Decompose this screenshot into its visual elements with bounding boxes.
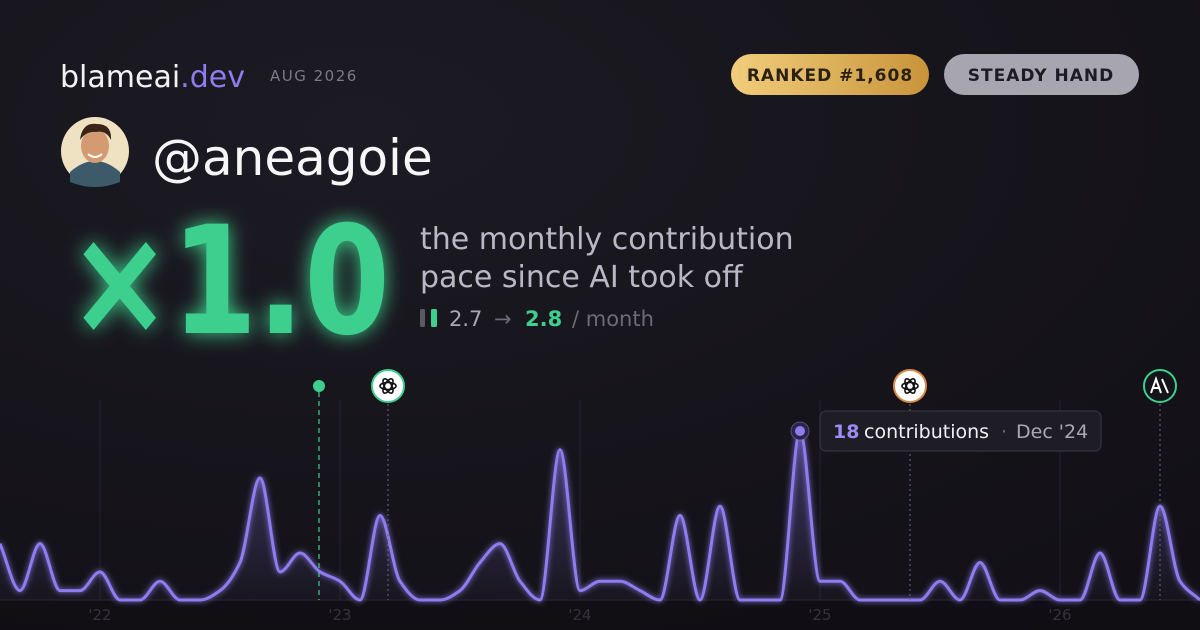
peak-point	[795, 426, 805, 436]
tooltip: 18 contributions · Dec '24	[819, 410, 1102, 452]
style-badge	[944, 54, 1139, 95]
period: AUG 2026	[270, 67, 358, 85]
description-line: pace since AI took off	[420, 260, 744, 295]
chart: '22'23'24'25'26	[0, 400, 1200, 630]
event-dot	[313, 380, 325, 392]
handle: @aneagoie	[152, 129, 433, 187]
description-line: the monthly contribution	[420, 222, 794, 257]
multiplier: ×1.0	[68, 195, 390, 369]
event-icon	[893, 369, 927, 403]
brand: blameai.dev	[60, 60, 245, 95]
event-icon	[371, 369, 405, 403]
rank-text: RANKED #1,608	[747, 66, 913, 86]
tooltip-separator: ·	[1001, 421, 1007, 443]
tooltip-label: contributions	[864, 421, 989, 443]
arrow: →	[494, 307, 512, 331]
avatar	[61, 117, 129, 187]
rank-badge	[731, 54, 929, 95]
before-value: 2.7	[449, 307, 482, 331]
before-icon	[420, 309, 425, 327]
style-text: STEADY HAND	[968, 66, 1114, 86]
area	[0, 431, 1200, 600]
brand-suffix: .dev	[180, 60, 245, 95]
event-icon	[1143, 369, 1177, 403]
unit: / month	[572, 307, 654, 331]
line	[0, 429, 1200, 602]
after-icon	[431, 309, 437, 327]
axis-strip	[0, 601, 1200, 630]
tooltip-value: 18	[833, 421, 859, 443]
brand-name: blameai	[60, 60, 180, 95]
events	[313, 369, 1177, 600]
tooltip-box	[819, 410, 1102, 452]
tooltip-date: Dec '24	[1016, 421, 1088, 443]
after-value: 2.8	[525, 307, 562, 331]
